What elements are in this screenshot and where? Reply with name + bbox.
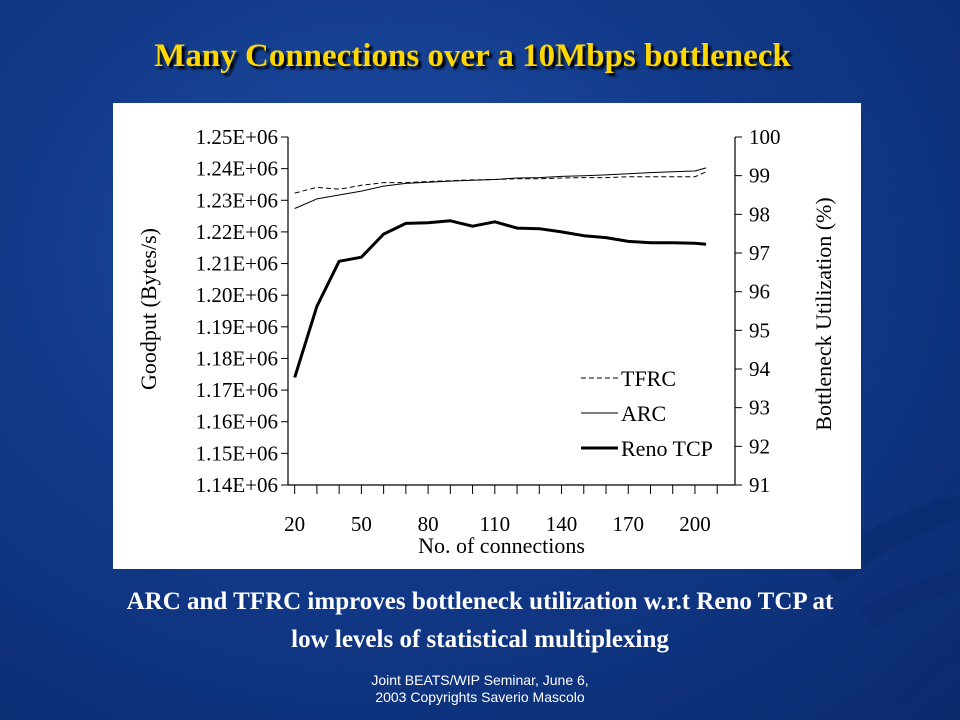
x-tick-label: 200 xyxy=(679,512,711,536)
x-tick-label: 140 xyxy=(546,512,578,536)
x-tick-label: 50 xyxy=(351,512,372,536)
slide-title: Many Connections over a 10Mbps bottlenec… xyxy=(154,38,791,74)
y-tick-label-left: 1.19E+06 xyxy=(196,315,278,339)
goodput-utilization-chart: 1.14E+06 1.15E+06 1.16E+06 1.17E+06 1.18E+06… xyxy=(136,125,836,558)
y-tick-label-left: 1.21E+06 xyxy=(196,252,278,276)
x-tick-label: 20 xyxy=(284,512,305,536)
y-tick-label-right: 98 xyxy=(749,202,770,226)
chart-panel: 1.14E+06 1.15E+06 1.16E+06 1.17E+06 1.18E+06… xyxy=(113,103,861,569)
y-tick-label-right: 97 xyxy=(749,241,770,265)
series-line-arc xyxy=(294,167,707,209)
y-axis-title-left: Goodput (Bytes/s) xyxy=(136,228,161,390)
y-tick-label-right: 100 xyxy=(749,125,781,149)
y-tick-label-left: 1.24E+06 xyxy=(196,157,278,181)
y-tick-label-left: 1.17E+06 xyxy=(196,378,278,402)
caption-line-1: ARC and TFRC improves bottleneck utiliza… xyxy=(126,588,834,615)
footer-line-2: 2003 Copyrights Saverio Mascolo xyxy=(375,689,585,705)
series-line-tfrc xyxy=(294,171,707,194)
legend-label: ARC xyxy=(621,401,666,426)
y-tick-label-left: 1.16E+06 xyxy=(196,410,278,434)
y-tick-label-left: 1.22E+06 xyxy=(196,220,278,244)
y-tick-label-left: 1.18E+06 xyxy=(196,346,278,370)
y-tick-label-left: 1.25E+06 xyxy=(196,125,278,149)
y-tick-label-right: 92 xyxy=(749,434,770,458)
y-tick-label-right: 93 xyxy=(749,396,770,420)
slide-caption: ARC and TFRC improves bottleneck utiliza… xyxy=(0,583,960,659)
y-tick-label-left: 1.14E+06 xyxy=(196,473,278,497)
x-tick-label: 110 xyxy=(479,512,510,536)
legend-label: TFRC xyxy=(621,366,676,391)
y-tick-label-left: 1.20E+06 xyxy=(196,283,278,307)
x-tick-label: 170 xyxy=(613,512,645,536)
x-axis-title: No. of connections xyxy=(418,533,585,558)
slide-footer: Joint BEATS/WIP Seminar, June 6, 2003 Co… xyxy=(0,672,960,706)
y-tick-label-right: 96 xyxy=(749,280,770,304)
y-tick-label-right: 95 xyxy=(749,318,770,342)
caption-line-2: low levels of statistical multiplexing xyxy=(291,626,669,653)
series-line-reno-tcp xyxy=(293,219,707,378)
y-tick-label-right: 91 xyxy=(749,473,770,497)
legend-label: Reno TCP xyxy=(621,436,713,461)
y-tick-label-right: 99 xyxy=(749,164,770,188)
x-tick-label: 80 xyxy=(418,512,439,536)
footer-line-1: Joint BEATS/WIP Seminar, June 6, xyxy=(371,672,589,688)
y-tick-label-right: 94 xyxy=(749,357,771,381)
y-axis-title-right: Bottleneck Utilization (%) xyxy=(811,197,836,430)
y-tick-label-left: 1.23E+06 xyxy=(196,188,278,212)
y-tick-label-left: 1.15E+06 xyxy=(196,441,278,465)
